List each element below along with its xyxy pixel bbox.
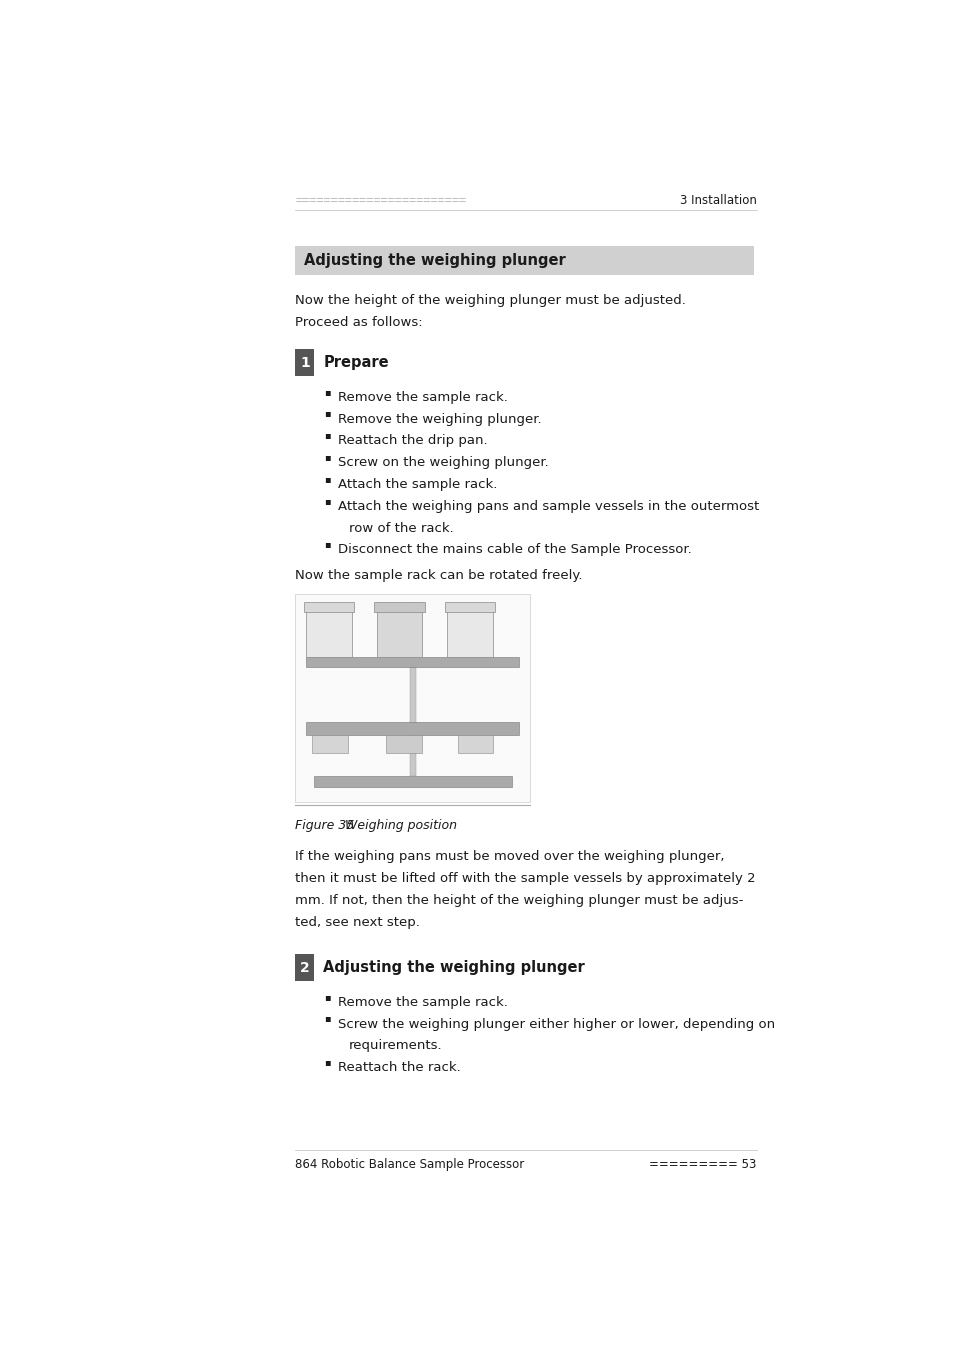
Text: Disconnect the mains cable of the Sample Processor.: Disconnect the mains cable of the Sample… — [337, 544, 691, 556]
Text: then it must be lifted off with the sample vessels by approximately 2: then it must be lifted off with the samp… — [294, 872, 755, 886]
Bar — [444, 602, 495, 612]
Bar — [457, 734, 493, 753]
Text: ▪: ▪ — [324, 474, 331, 483]
Bar — [312, 734, 347, 753]
Text: ▪: ▪ — [324, 991, 331, 1002]
Text: Remove the sample rack.: Remove the sample rack. — [337, 390, 507, 404]
Text: row of the rack.: row of the rack. — [349, 521, 454, 535]
Text: mm. If not, then the height of the weighing plunger must be adjus-: mm. If not, then the height of the weigh… — [294, 894, 742, 907]
Text: ========= 53: ========= 53 — [648, 1158, 756, 1170]
Text: ▪: ▪ — [324, 408, 331, 418]
FancyBboxPatch shape — [294, 350, 314, 377]
Text: Adjusting the weighing plunger: Adjusting the weighing plunger — [323, 960, 584, 975]
Text: Now the height of the weighing plunger must be adjusted.: Now the height of the weighing plunger m… — [294, 294, 685, 306]
Text: ▪: ▪ — [324, 540, 331, 549]
Bar — [314, 776, 512, 787]
Bar — [376, 602, 422, 657]
Text: Attach the weighing pans and sample vessels in the outermost: Attach the weighing pans and sample vess… — [337, 500, 759, 513]
Bar — [306, 602, 352, 657]
Text: Reattach the rack.: Reattach the rack. — [337, 1061, 460, 1075]
Bar — [374, 602, 424, 612]
Bar — [306, 722, 518, 734]
Text: ▪: ▪ — [324, 386, 331, 397]
Text: ▪: ▪ — [324, 1057, 331, 1066]
Text: If the weighing pans must be moved over the weighing plunger,: If the weighing pans must be moved over … — [294, 850, 724, 863]
Bar — [446, 602, 492, 657]
Text: 3 Installation: 3 Installation — [679, 193, 756, 207]
Text: Screw on the weighing plunger.: Screw on the weighing plunger. — [337, 456, 548, 470]
Text: Screw the weighing plunger either higher or lower, depending on: Screw the weighing plunger either higher… — [337, 1018, 775, 1030]
Bar — [306, 657, 518, 667]
Text: requirements.: requirements. — [349, 1040, 442, 1053]
Text: Attach the sample rack.: Attach the sample rack. — [337, 478, 497, 491]
Text: Remove the weighing plunger.: Remove the weighing plunger. — [337, 413, 541, 425]
Text: ▪: ▪ — [324, 452, 331, 462]
Text: Now the sample rack can be rotated freely.: Now the sample rack can be rotated freel… — [294, 570, 582, 582]
Text: ▪: ▪ — [324, 431, 331, 440]
Text: Figure 35: Figure 35 — [294, 819, 355, 832]
Text: ▪: ▪ — [324, 1014, 331, 1023]
Text: Adjusting the weighing plunger: Adjusting the weighing plunger — [304, 254, 565, 269]
Text: Reattach the drip pan.: Reattach the drip pan. — [337, 435, 487, 447]
Text: 1: 1 — [299, 355, 310, 370]
Text: 864 Robotic Balance Sample Processor: 864 Robotic Balance Sample Processor — [294, 1158, 524, 1170]
Bar — [304, 602, 354, 612]
Bar — [410, 602, 416, 776]
Text: ted, see next step.: ted, see next step. — [294, 915, 419, 929]
Text: 2: 2 — [299, 961, 310, 975]
Text: Remove the sample rack.: Remove the sample rack. — [337, 996, 507, 1008]
FancyBboxPatch shape — [294, 954, 314, 981]
Text: Proceed as follows:: Proceed as follows: — [294, 316, 422, 329]
FancyBboxPatch shape — [294, 246, 753, 275]
Text: ▪: ▪ — [324, 495, 331, 506]
Text: Weighing position: Weighing position — [345, 819, 457, 832]
Bar — [386, 734, 421, 753]
Text: Prepare: Prepare — [323, 355, 389, 370]
Text: ========================: ======================== — [294, 193, 466, 207]
Bar — [294, 594, 530, 802]
